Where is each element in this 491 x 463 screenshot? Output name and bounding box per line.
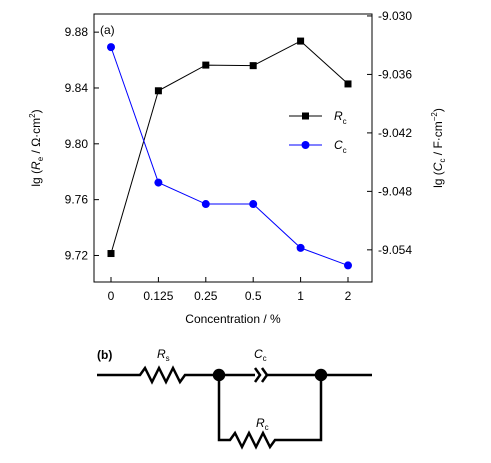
legend-label: Cc [334, 138, 347, 155]
panel-label: (a) [100, 23, 115, 37]
marker [344, 80, 352, 88]
marker [249, 200, 258, 209]
series-line [110, 40, 349, 254]
x-tick-label: 0.125 [143, 289, 173, 303]
component-label: Cc [254, 347, 267, 363]
y-tick-label: 9.80 [65, 137, 89, 151]
capacitor [253, 367, 262, 383]
wire [97, 365, 255, 385]
marker [301, 141, 310, 149]
legend-subscript: c [343, 117, 347, 126]
x-tick-label: 2 [345, 289, 352, 303]
marker [302, 112, 309, 120]
x-tick-label: 0.5 [245, 289, 262, 303]
marker [202, 61, 210, 69]
x-axis-label: Concentration / % [185, 312, 281, 326]
marker [107, 43, 115, 52]
y-axis-label: lg (Re / Ω·cm2) [28, 109, 45, 186]
legend-label: Rc [334, 109, 347, 126]
marker [201, 200, 210, 209]
marker [344, 261, 352, 270]
circuit [97, 365, 372, 450]
node [212, 368, 226, 382]
legend-subscript: c [343, 146, 347, 155]
y-tick-label: -9.048 [378, 184, 412, 198]
component-label: Rs [157, 347, 170, 363]
marker [154, 178, 163, 187]
capacitor [260, 367, 269, 383]
series-line [110, 46, 349, 266]
marker [107, 250, 115, 258]
x-tick-label: 1 [297, 289, 304, 303]
y-tick-label: 9.72 [65, 248, 89, 262]
y-tick-label: 9.76 [65, 193, 89, 207]
legend-symbol: R [334, 109, 343, 123]
y-tick-label: -9.042 [378, 126, 412, 140]
wire [217, 375, 323, 450]
marker [297, 37, 305, 45]
marker [296, 243, 305, 252]
marker [154, 87, 162, 95]
panel-label: (b) [97, 348, 112, 362]
x-tick-label: 0.25 [194, 289, 218, 303]
y-tick-label: 9.88 [65, 25, 89, 39]
y-tick-label: -9.054 [378, 243, 412, 257]
marker [249, 62, 257, 70]
y-tick-label: -9.036 [378, 67, 412, 81]
component-label: Rc [256, 416, 269, 432]
y-tick-label: -9.030 [378, 9, 412, 23]
legend-symbol: C [334, 138, 343, 152]
x-tick-label: 0 [108, 289, 115, 303]
y-tick-label: 9.84 [65, 81, 89, 95]
y2-axis-label: lg (Cc / F·cm−2) [430, 108, 447, 188]
node [314, 368, 328, 382]
plot-frame [93, 13, 373, 283]
